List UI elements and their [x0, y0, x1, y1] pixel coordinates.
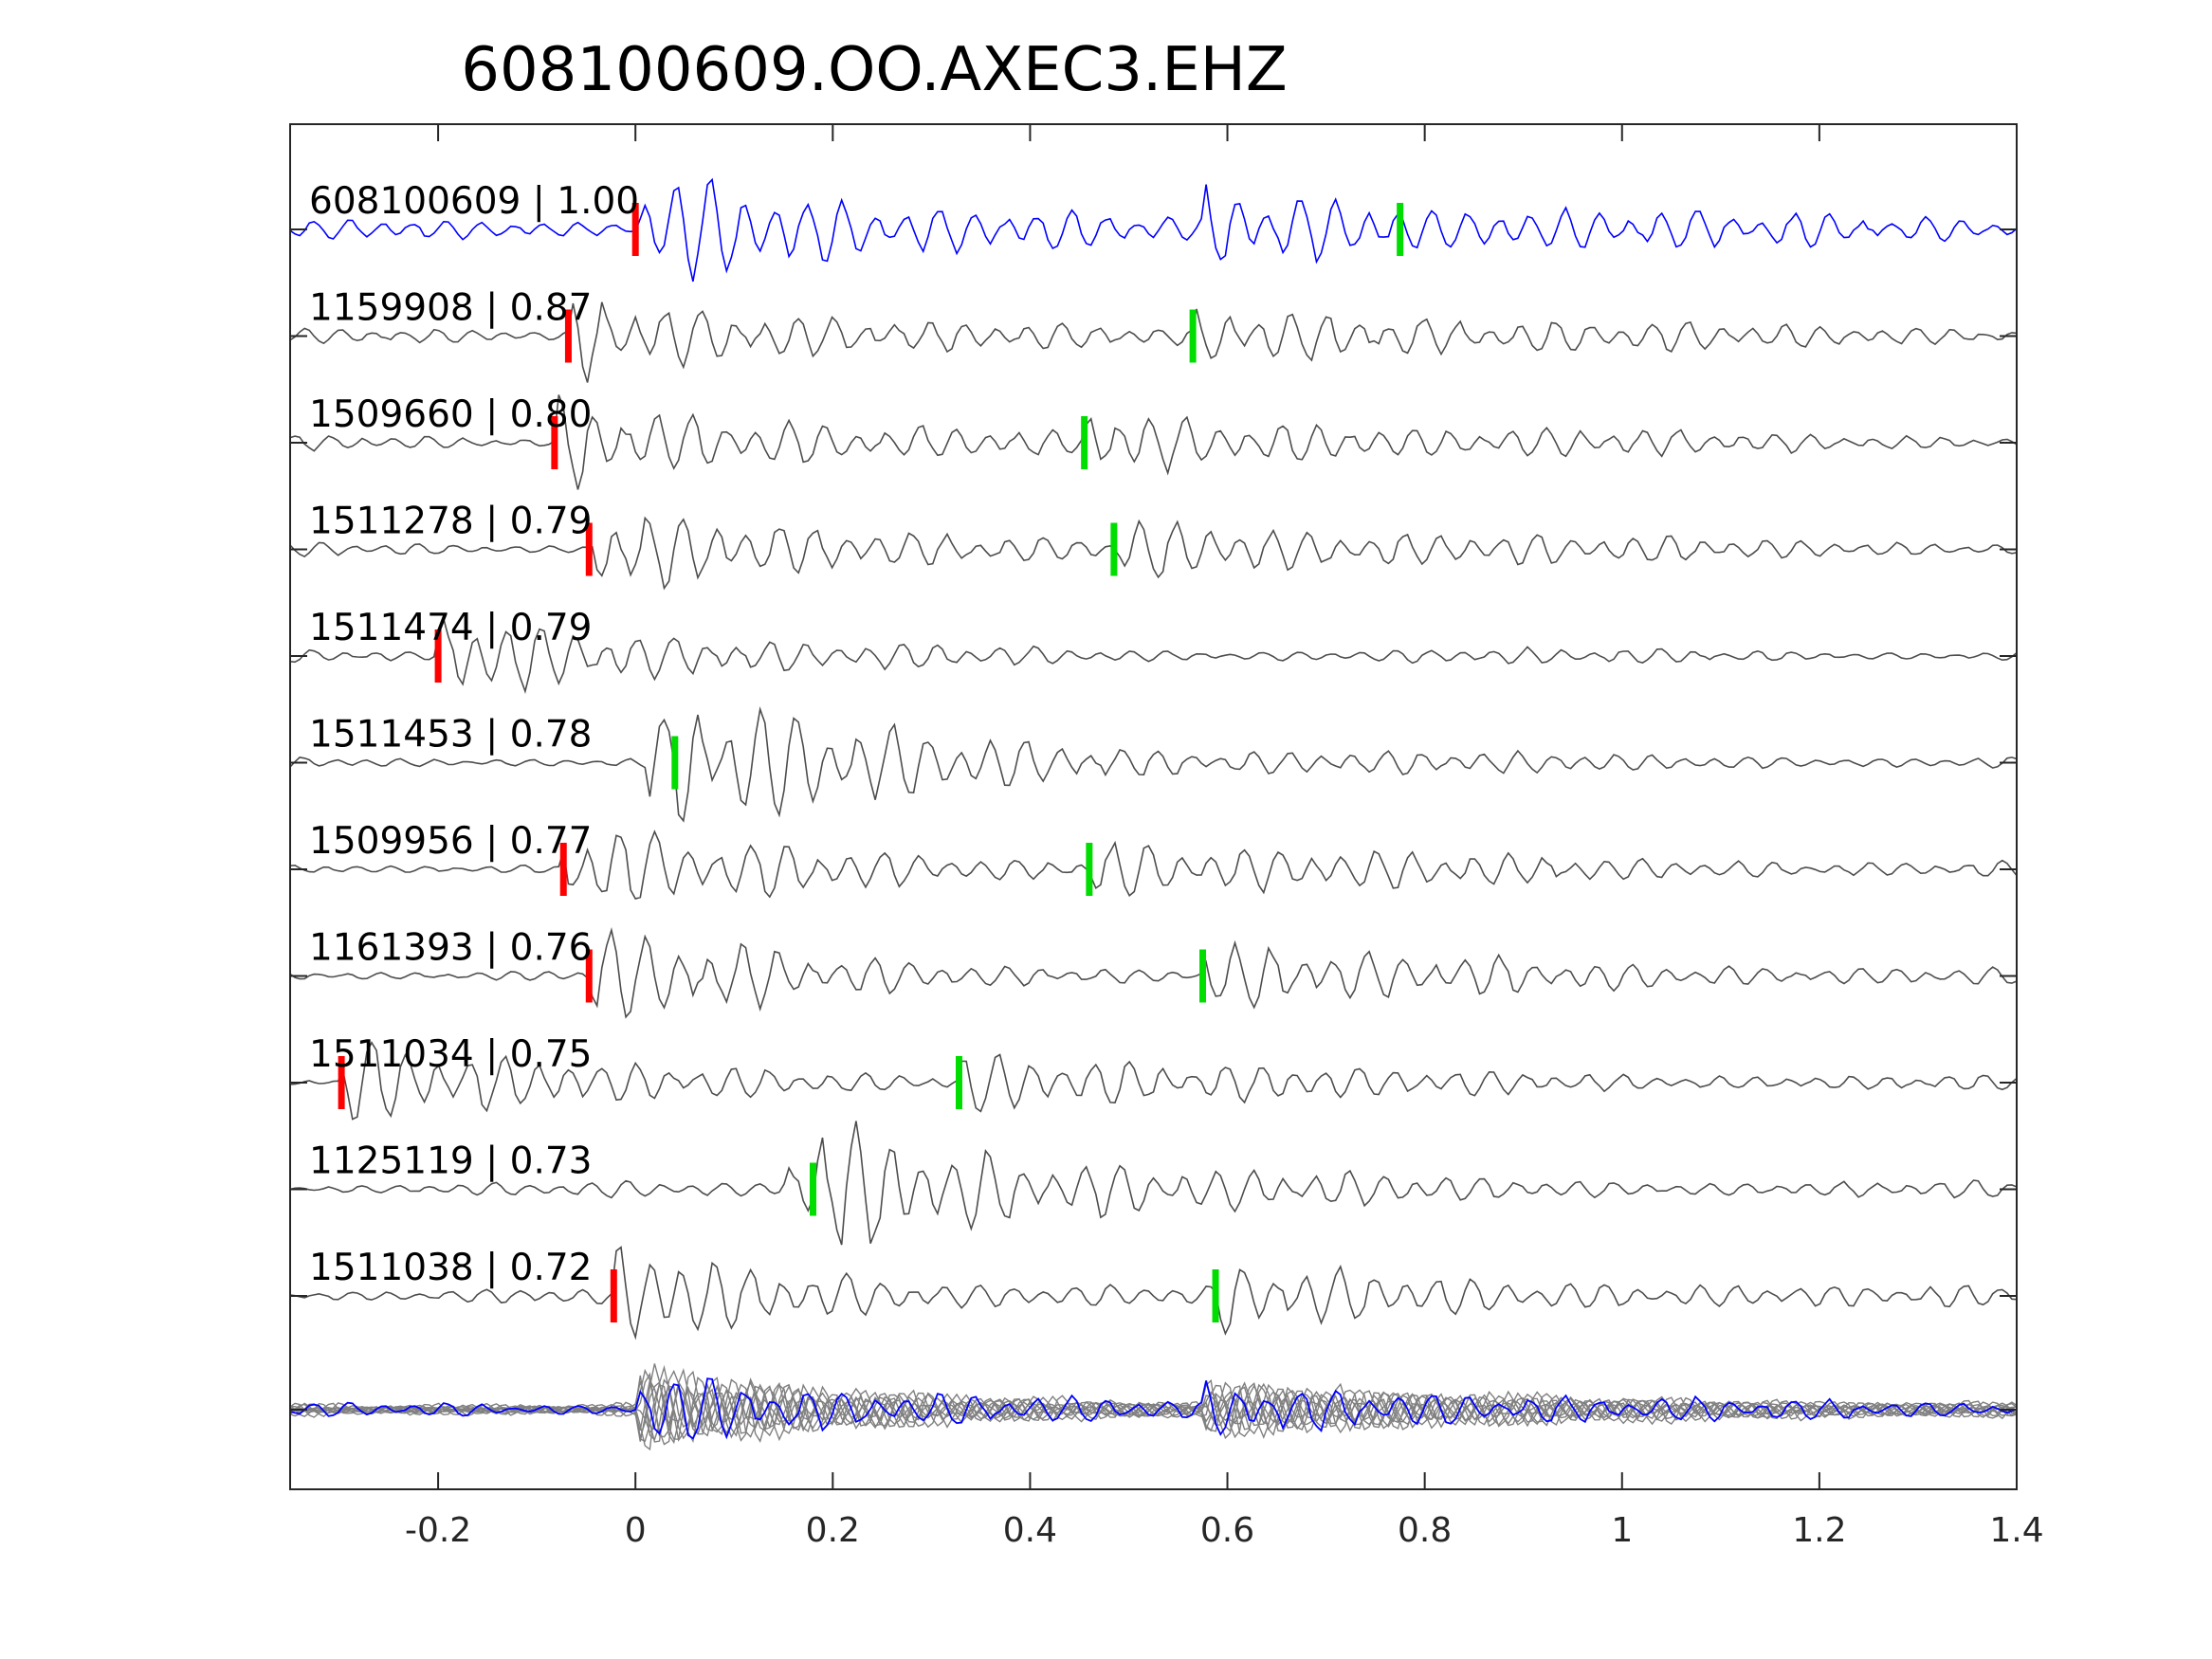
x-tick-label: 0.8 [1398, 1511, 1452, 1550]
x-tick-label: 0.2 [806, 1511, 860, 1550]
axes-frame [289, 123, 2018, 1490]
template-waveform [289, 705, 2018, 823]
trace-label: 1509660 | 0.80 [309, 393, 592, 436]
chart-title: 608100609.OO.AXEC3.EHZ [461, 35, 1288, 105]
template-waveform [289, 301, 2018, 383]
template-waveform [289, 926, 2018, 1019]
x-tick-labels: -0.2 0 0.2 0.4 0.6 0.8 1 1.2 1.4 [405, 1511, 2044, 1550]
trace-label: 1511474 | 0.79 [309, 607, 592, 649]
stacked-template-waveform [289, 1382, 2018, 1443]
stacked-template-waveform [289, 1368, 2018, 1443]
x-tick-label: 0 [625, 1511, 647, 1550]
axis-ticks [290, 124, 2018, 1489]
trace-label: 1511278 | 0.79 [309, 501, 592, 543]
x-tick-label: 0.6 [1200, 1511, 1254, 1550]
template-waveform [289, 394, 2018, 490]
trace-label: 1511453 | 0.78 [309, 714, 592, 757]
template-waveform [289, 516, 2018, 591]
x-tick-label: 1 [1611, 1511, 1633, 1550]
template-waveform [289, 1121, 2018, 1246]
template-waveform [289, 830, 2018, 900]
trace-label: 1509956 | 0.77 [309, 820, 592, 863]
master-waveform [289, 177, 2018, 283]
stacked-master-waveform [289, 1377, 2018, 1440]
trace-label: 1511034 | 0.75 [309, 1033, 592, 1076]
x-tick-label: 1.2 [1792, 1511, 1846, 1550]
trace-labels: 608100609 | 1.00 1159908 | 0.87 1509660 | … [309, 180, 639, 1289]
trace-label: 608100609 | 1.00 [309, 180, 639, 223]
x-tick-label: -0.2 [405, 1511, 471, 1550]
template-waveform [289, 1041, 2018, 1121]
stacked-waveforms [289, 1363, 2018, 1451]
template-waveform [289, 616, 2018, 694]
phase-picks [338, 203, 1404, 1322]
trace-label: 1511038 | 0.72 [309, 1247, 592, 1289]
trace-label: 1159908 | 0.87 [309, 287, 592, 330]
template-waveform [289, 1246, 2018, 1340]
waveform-traces [289, 177, 2018, 1340]
x-tick-label: 1.4 [1989, 1511, 2043, 1550]
trace-label: 1161393 | 0.76 [309, 927, 592, 970]
x-tick-label: 0.4 [1003, 1511, 1057, 1550]
trace-label: 1125119 | 0.73 [309, 1140, 592, 1183]
